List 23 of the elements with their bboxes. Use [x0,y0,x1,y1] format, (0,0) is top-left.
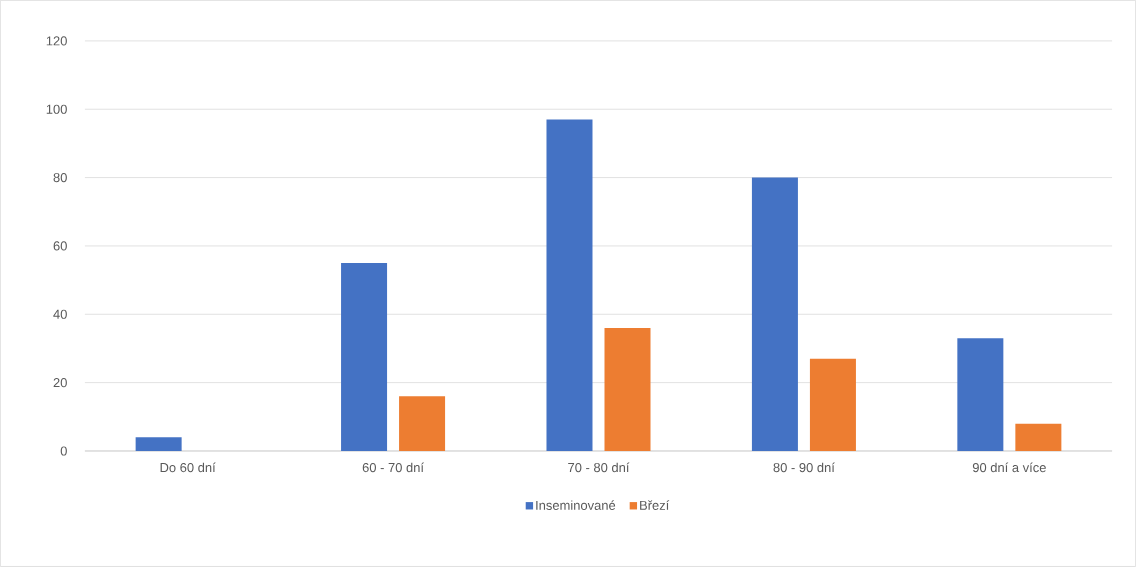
bar [1015,423,1062,452]
x-tick-label: 60 - 70 dní [362,462,424,473]
bar [604,327,651,452]
bar [751,177,798,452]
y-tick-label: 20 [53,378,67,388]
bar [399,396,446,452]
bar [341,263,388,452]
bar [957,338,1004,452]
x-tick-label: 70 - 80 dní [568,462,630,473]
y-tick-label: 40 [53,309,67,319]
x-tick-label: 80 - 90 dní [773,462,835,473]
bar [135,437,182,452]
bar [809,358,856,452]
x-tick-label: 90 dní a více [972,462,1046,473]
bar [546,119,593,452]
legend-label: Březí [640,500,670,510]
y-tick-label: 80 [53,173,67,183]
y-tick-label: 100 [46,104,67,114]
y-tick-label: 60 [53,241,67,251]
legend-label: Inseminované [536,500,616,510]
y-tick-label: 0 [60,446,67,456]
y-tick-label: 120 [46,36,67,46]
x-tick-label: Do 60 dní [160,462,216,473]
